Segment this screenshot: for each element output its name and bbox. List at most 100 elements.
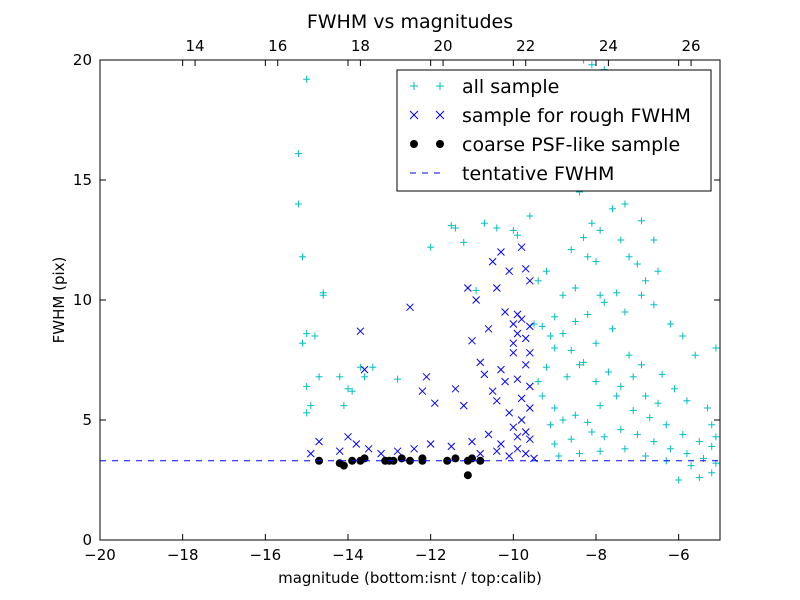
rough-fwhm-point (422, 372, 431, 381)
rough-fwhm-point (492, 396, 501, 405)
all-sample-point (687, 462, 695, 470)
rough-fwhm-point-b (497, 248, 505, 256)
rough-fwhm-point (451, 384, 460, 393)
rough-fwhm-point-b (505, 267, 514, 276)
rough-fwhm-point (526, 276, 534, 285)
all-sample-point (671, 385, 679, 393)
rough-fwhm-point (488, 387, 497, 396)
rough-fwhm-point-b (497, 440, 505, 448)
rough-fwhm-point (492, 447, 501, 456)
all-sample-point (559, 330, 567, 338)
rough-fwhm-point (335, 447, 344, 456)
rough-fwhm-point (501, 308, 509, 316)
rough-fwhm-point (521, 428, 530, 436)
y-tick-label: 5 (82, 411, 92, 429)
legend-marker-plus (410, 82, 418, 90)
rough-fwhm-point-b (509, 320, 518, 328)
all-sample-point (303, 75, 311, 83)
x-tick-label: −20 (84, 546, 116, 564)
all-sample-point (584, 253, 592, 261)
rough-fwhm-point (476, 449, 485, 458)
all-sample-point (708, 421, 716, 429)
rough-fwhm-point (513, 432, 522, 441)
all-sample-point (588, 428, 596, 436)
rough-fwhm-point (472, 296, 480, 304)
all-sample-point (571, 284, 579, 292)
all-sample-point (588, 219, 596, 227)
rough-fwhm-point-b (492, 284, 501, 292)
rough-fwhm-point-b (352, 440, 361, 448)
all-sample-point (662, 421, 670, 429)
rough-fwhm-point (521, 449, 530, 458)
all-sample-point (592, 258, 600, 266)
all-sample-point (551, 404, 559, 412)
all-sample-point (348, 387, 356, 395)
all-sample-point (646, 414, 654, 422)
all-sample-point (596, 402, 604, 410)
all-sample-point (307, 402, 315, 410)
rough-fwhm-point-b (468, 336, 476, 345)
rough-fwhm-point-b (501, 377, 509, 386)
rough-fwhm-point (459, 401, 468, 410)
rough-fwhm-point-b (492, 396, 501, 405)
rough-fwhm-point-b (306, 449, 315, 458)
rough-fwhm-point (497, 365, 505, 374)
chart-title: FWHM vs magnitudes (307, 11, 513, 33)
rough-fwhm-point (484, 324, 493, 333)
all-sample-point (695, 438, 703, 446)
rough-fwhm-point (418, 387, 427, 396)
all-sample-point (617, 236, 625, 244)
rough-fwhm-point (521, 334, 530, 343)
rough-fwhm-point-b (513, 432, 522, 441)
y-tick-label: 0 (82, 531, 92, 549)
all-sample-point (534, 277, 542, 285)
all-sample-point (567, 346, 575, 354)
all-sample-point (472, 286, 480, 294)
rough-fwhm-point (476, 358, 485, 367)
all-sample-point (580, 358, 588, 366)
top-x-tick-label: 20 (434, 37, 453, 55)
rough-fwhm-point (306, 449, 315, 458)
all-sample-point (621, 200, 629, 208)
rough-fwhm-point (352, 440, 361, 448)
all-sample-point (650, 236, 658, 244)
all-sample-point (633, 430, 641, 438)
rough-fwhm-point-b (513, 375, 522, 384)
all-sample-point (637, 361, 645, 369)
top-x-tick-label: 26 (682, 37, 701, 55)
rough-fwhm-point-b (517, 394, 526, 403)
rough-fwhm-point-b (505, 408, 514, 417)
all-sample-point (708, 442, 716, 450)
rough-fwhm-point-b (526, 435, 534, 444)
all-sample-point (509, 226, 517, 234)
all-sample-point (691, 351, 699, 359)
rough-fwhm-point-b (464, 284, 472, 292)
rough-fwhm-point-b (513, 329, 522, 338)
all-sample-point (633, 260, 641, 268)
rough-fwhm-point (517, 394, 526, 403)
all-sample-point (559, 416, 567, 424)
all-sample-point (567, 435, 575, 443)
top-x-tick-label: 22 (516, 37, 535, 55)
all-sample-point (542, 267, 550, 275)
rough-fwhm-point-b (360, 365, 369, 374)
rough-fwhm-point-b (480, 370, 489, 379)
rough-fwhm-point (505, 408, 514, 417)
top-x-tick-label: 18 (351, 37, 370, 55)
x-tick-label: −10 (498, 546, 530, 564)
rough-fwhm-point-b (521, 264, 530, 273)
rough-fwhm-point-b (315, 437, 323, 446)
rough-fwhm-point (509, 348, 518, 357)
all-sample-point (480, 219, 488, 227)
all-sample-point (695, 474, 703, 482)
all-sample-point (704, 404, 712, 412)
all-sample-point (361, 373, 369, 381)
psf-like-point (443, 456, 452, 465)
rough-fwhm-point-b (468, 437, 476, 446)
rough-fwhm-point (464, 284, 472, 292)
legend-marker-plus (436, 82, 444, 90)
all-sample-point (369, 363, 377, 371)
rough-fwhm-point-b (513, 444, 522, 453)
legend-markers (409, 82, 445, 174)
